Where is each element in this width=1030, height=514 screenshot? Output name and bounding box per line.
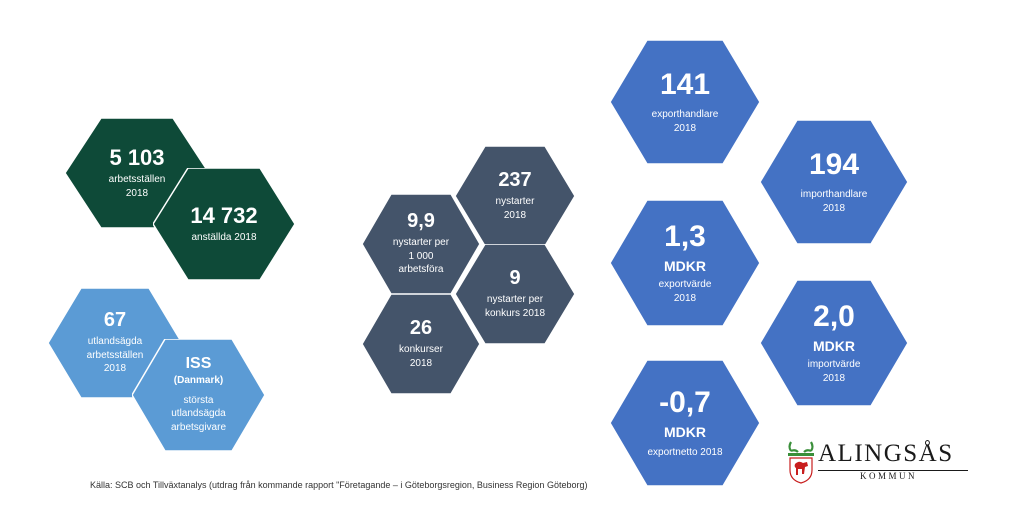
hex-import-value: 2,0 MDKR importvärde 2018 bbox=[760, 280, 908, 406]
startups-value: 237 bbox=[498, 169, 532, 191]
hex-startups-per-bankruptcy: 9 nystarter per konkurs 2018 bbox=[455, 244, 575, 344]
alingsas-logo: ALINGSÅS KOMMUN bbox=[786, 438, 971, 486]
import-value-value: 2,0 bbox=[813, 299, 855, 333]
importers-value: 194 bbox=[808, 147, 860, 181]
exporters-value: 141 bbox=[659, 67, 711, 101]
iss-label-2: utlandsägda bbox=[171, 408, 226, 420]
bankruptcies-value: 26 bbox=[409, 317, 433, 339]
startups-per-1000-value: 9,9 bbox=[407, 210, 435, 233]
hex-startups-per-1000: 9,9 nystarter per 1 000 arbetsföra bbox=[362, 194, 480, 294]
logo-sub: KOMMUN bbox=[860, 471, 918, 481]
export-net-label: exportnetto 2018 bbox=[647, 447, 723, 458]
import-value-year: 2018 bbox=[822, 372, 846, 384]
hex-exporters: 141 exporthandlare 2018 bbox=[610, 40, 760, 164]
logo-rule bbox=[818, 470, 968, 471]
hex-largest-foreign-employer: ISS (Danmark) största utlandsägda arbets… bbox=[132, 339, 265, 451]
hex-employees: 14 732 anställda 2018 bbox=[153, 168, 295, 280]
foreign-owned-year: 2018 bbox=[103, 363, 127, 375]
foreign-owned-label-1: utlandsägda bbox=[87, 336, 143, 348]
workplaces-value: 5 103 bbox=[109, 144, 165, 170]
startups-per-1000-label-3: arbetsföra bbox=[398, 264, 444, 276]
import-value-label: importvärde bbox=[807, 359, 861, 371]
workplaces-label: arbetsställen bbox=[108, 174, 166, 186]
moose-crest-icon bbox=[788, 441, 814, 484]
exporters-label: exporthandlare bbox=[651, 109, 719, 121]
export-net-value: -0,7 bbox=[659, 385, 711, 419]
foreign-owned-label-2: arbetsställen bbox=[86, 349, 144, 361]
hex-startups: 237 nystarter 2018 bbox=[455, 146, 575, 246]
startups-per-bankruptcy-value: 9 bbox=[509, 267, 521, 289]
export-net-unit: MDKR bbox=[664, 424, 706, 440]
hex-export-value: 1,3 MDKR exportvärde 2018 bbox=[610, 200, 760, 326]
iss-label-3: arbetsgivare bbox=[170, 421, 227, 433]
importers-label: importhandlare bbox=[800, 189, 868, 201]
exporters-year: 2018 bbox=[673, 122, 697, 134]
workplaces-year: 2018 bbox=[125, 187, 149, 199]
employees-label: anställda 2018 bbox=[191, 231, 257, 243]
import-value-unit: MDKR bbox=[813, 338, 855, 355]
startups-per-1000-label-2: 1 000 bbox=[408, 250, 434, 262]
foreign-owned-value: 67 bbox=[103, 309, 127, 332]
bankruptcies-year: 2018 bbox=[409, 357, 433, 369]
logo-name: ALINGSÅS bbox=[818, 440, 954, 467]
employees-value: 14 732 bbox=[190, 202, 258, 228]
source-note: Källa: SCB och Tillväxtanalys (utdrag fr… bbox=[90, 480, 588, 490]
startups-per-bankruptcy-label-2: konkurs 2018 bbox=[484, 307, 546, 319]
iss-value: ISS bbox=[185, 354, 212, 372]
export-value-unit: MDKR bbox=[664, 258, 706, 275]
hex-importers: 194 importhandlare 2018 bbox=[760, 120, 908, 244]
startups-label: nystarter bbox=[495, 196, 535, 207]
startups-year: 2018 bbox=[503, 209, 527, 221]
hex-bankruptcies: 26 konkurser 2018 bbox=[362, 294, 480, 394]
startups-per-bankruptcy-label-1: nystarter per bbox=[486, 294, 544, 305]
export-value-label: exportvärde bbox=[658, 279, 712, 291]
hex-export-net: -0,7 MDKR exportnetto 2018 bbox=[610, 360, 760, 486]
startups-per-1000-label-1: nystarter per bbox=[392, 237, 450, 249]
iss-label-1: största bbox=[183, 394, 214, 406]
importers-year: 2018 bbox=[822, 202, 846, 214]
export-value-value: 1,3 bbox=[664, 219, 706, 253]
export-value-year: 2018 bbox=[673, 292, 697, 304]
bankruptcies-label: konkurser bbox=[399, 344, 443, 355]
iss-country: (Danmark) bbox=[173, 375, 224, 387]
